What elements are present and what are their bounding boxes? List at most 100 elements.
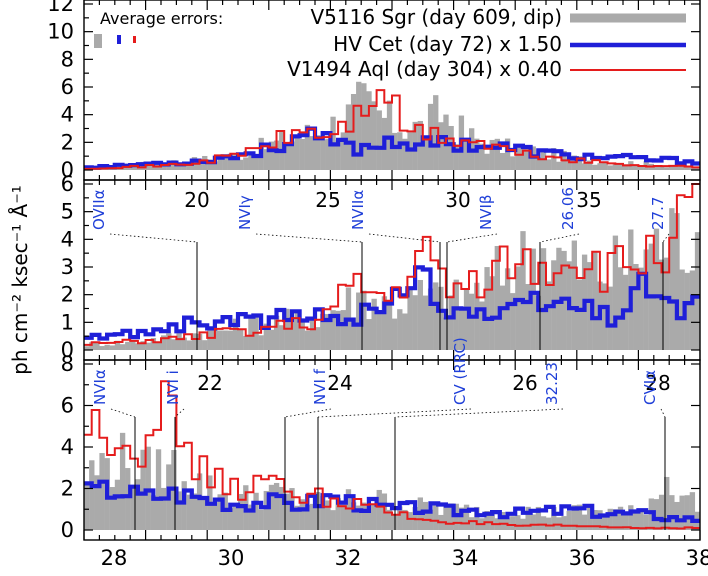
gray-bar — [212, 161, 218, 170]
gray-bar — [602, 514, 608, 530]
gray-bar — [407, 512, 413, 530]
gray-bar — [515, 515, 521, 530]
gray-bar — [658, 165, 665, 170]
gray-bar — [530, 248, 536, 350]
gray-bar — [653, 228, 660, 350]
gray-bar — [546, 159, 552, 170]
gray-bar — [279, 325, 285, 350]
gray-bar — [392, 318, 398, 350]
gray-bar — [361, 290, 367, 350]
x-tick-label: 36 — [569, 546, 596, 570]
gray-bar — [458, 507, 465, 530]
gray-bar — [284, 145, 290, 170]
gray-bar — [289, 141, 295, 170]
gray-bar — [186, 494, 192, 530]
inner-x-tick-label: 20 — [184, 188, 209, 212]
gray-bar — [232, 318, 239, 350]
ion-leader — [662, 233, 670, 243]
gray-bar — [525, 284, 531, 350]
gray-bar — [397, 506, 403, 530]
gray-bar — [592, 509, 598, 530]
gray-bar — [453, 279, 459, 350]
gray-bar — [253, 157, 259, 170]
gray-bar — [546, 281, 552, 350]
inner-x-tick-label: 25 — [315, 188, 340, 212]
gray-bar — [653, 499, 660, 530]
gray-bar — [371, 298, 377, 350]
gray-bar — [463, 138, 470, 170]
gray-bar — [176, 163, 182, 170]
gray-bar — [227, 508, 234, 530]
gray-bar — [525, 506, 531, 530]
gray-bar — [350, 317, 357, 350]
gray-bar — [191, 333, 198, 350]
gray-bar — [679, 269, 685, 350]
ion-label: CVIα — [641, 370, 659, 405]
gray-bar — [561, 516, 567, 530]
gray-bar — [612, 235, 619, 350]
gray-bar — [130, 488, 136, 530]
gray-bar — [623, 164, 629, 170]
gray-bar — [166, 333, 172, 350]
gray-bar — [376, 110, 382, 170]
gray-bar — [638, 267, 644, 350]
gray-bar — [268, 141, 275, 170]
gray-bar — [166, 165, 172, 170]
gray-bar — [325, 500, 331, 530]
gray-bar — [273, 315, 280, 350]
series-line-1 — [84, 479, 700, 523]
gray-bar — [381, 296, 388, 350]
gray-bar — [587, 262, 593, 350]
gray-bar — [427, 288, 434, 350]
error-bar-gray — [94, 34, 102, 48]
gray-bar — [551, 507, 557, 530]
gray-bar — [340, 132, 346, 170]
gray-bar — [628, 505, 634, 530]
gray-bar — [299, 139, 305, 170]
ion-label: NVI i — [164, 370, 182, 405]
ion-leader — [446, 233, 498, 243]
gray-bar — [448, 125, 454, 170]
ion-leader — [368, 233, 441, 243]
gray-bar — [592, 164, 598, 170]
gray-bar — [340, 502, 346, 530]
gray-bar — [607, 286, 613, 350]
gray-bar — [248, 152, 254, 170]
gray-bar — [140, 449, 146, 530]
gray-bar — [397, 309, 403, 350]
gray-bar — [638, 165, 644, 170]
gray-bar — [325, 314, 331, 350]
inner-x-tick-label: 26 — [512, 371, 537, 395]
ion-label: NVIα — [91, 369, 109, 405]
y-tick-label: 6 — [61, 394, 74, 418]
gray-bar — [263, 149, 269, 170]
ion-leader — [110, 408, 136, 418]
gray-bar — [674, 213, 680, 350]
gray-bar — [196, 162, 203, 170]
gray-bar — [150, 495, 157, 530]
gray-bar — [315, 327, 321, 350]
gray-bar — [140, 341, 146, 350]
gray-bar — [540, 516, 547, 530]
x-tick-label: 32 — [335, 546, 362, 570]
gray-bar — [119, 344, 126, 350]
gray-bar — [238, 159, 244, 170]
gray-bar — [581, 514, 588, 530]
series-line-2 — [84, 89, 700, 170]
ion-leader — [109, 233, 198, 243]
gray-bar — [453, 144, 459, 170]
legend-label-v1494: V1494 Aql (day 304) x 0.40 — [287, 57, 562, 81]
gray-bar — [309, 136, 316, 170]
gray-bar — [556, 247, 562, 350]
gray-bar — [402, 138, 408, 170]
gray-bar — [294, 505, 300, 530]
gray-bar — [335, 140, 341, 170]
gray-bar — [309, 503, 316, 530]
gray-bar — [551, 148, 557, 170]
x-tick-label: 38 — [686, 546, 708, 570]
gray-bar — [566, 510, 572, 530]
gray-bar — [587, 505, 593, 530]
gray-bar — [576, 279, 583, 350]
gray-bar — [263, 490, 269, 530]
